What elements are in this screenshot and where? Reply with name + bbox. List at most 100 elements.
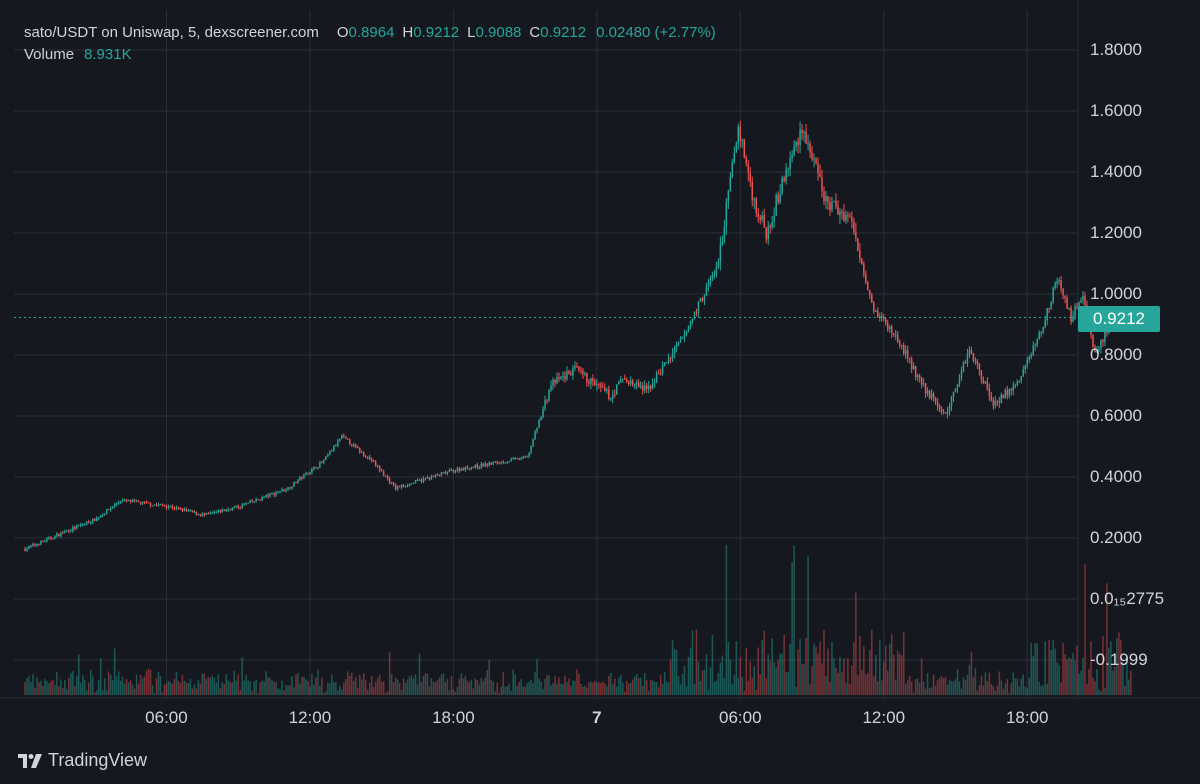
candle-body [1024,365,1026,370]
candle-body [105,509,108,514]
candle-body [430,475,433,480]
candle-body [143,501,146,503]
volume-bar [1090,641,1092,695]
volume-bar [394,677,397,695]
candle-body [339,438,341,441]
candle-body [968,350,971,355]
volume-bar [486,670,489,695]
volume-bar [576,669,578,695]
volume-bar [309,686,311,695]
candle-body [1026,359,1028,366]
candle-body [610,398,612,400]
volume-bar [1016,678,1019,695]
candle-body [295,481,297,484]
volume-label[interactable]: Volume [24,46,75,63]
volume-bar [715,680,718,695]
volume-bar [229,681,231,695]
candle-body [93,518,96,521]
candle-body [1062,288,1064,296]
candle-body [80,524,82,526]
volume-bar [940,675,943,695]
candle-body [908,358,911,360]
volume-bar [789,643,791,695]
y-tick-label: 0.2000 [1090,528,1142,547]
candle-body [873,302,875,312]
volume-bar [412,678,415,695]
volume-bar [936,679,939,695]
candle-body [1092,334,1094,347]
volume-bar [1036,643,1038,695]
candle-body [245,503,247,505]
volume-bar [347,671,349,695]
volume-bar [841,671,843,695]
volume-bar [390,674,393,695]
volume-value: 8.931K [84,46,132,63]
candle-body [74,527,76,529]
x-tick-label: 18:00 [1005,708,1049,727]
volume-bar [52,679,54,695]
candle-body [360,451,363,453]
volume-bar [163,684,166,695]
candle-body [918,375,921,378]
candle-body [745,157,748,164]
candle-body [249,500,251,503]
candle-body [243,504,245,506]
candle-body [699,298,702,302]
y-tick-label: -0.1999 [1090,650,1148,669]
volume-bar [873,676,875,695]
candle-body [1094,346,1096,353]
candle-body [528,452,530,457]
candle-body [958,378,961,385]
candle-body [932,393,935,398]
volume-bar [46,680,48,695]
close-value: 0.9212 [540,24,587,41]
volume-bar [245,675,247,695]
volume-bar [504,686,506,695]
volume-bar [580,683,582,695]
open-key: O [336,24,349,41]
volume-bar [952,681,955,695]
volume-bar [560,683,562,695]
volume-bar [618,677,620,695]
candle-body [337,440,339,446]
candle-body [90,522,92,524]
symbol-title[interactable]: sato/USDT on Uniswap, 5, dexscreener.com [24,24,319,41]
volume-bar [444,682,447,695]
volume-bar [283,690,285,695]
volume-bar [542,688,544,695]
volume-bar [1116,638,1118,695]
candle-body [1070,307,1072,323]
volume-bar [1008,692,1011,695]
y-tick-label: 1.4000 [1090,162,1142,181]
volume-bar [183,680,186,695]
tradingview-brand[interactable]: TradingView [18,750,147,771]
candle-body [522,456,524,459]
low-value: 0.9088 [475,24,522,41]
candle-body [743,139,746,158]
candle-body [998,401,1001,403]
candle-body [117,502,120,504]
candle-body [817,163,819,173]
volume-bar [855,592,857,695]
candle-body [855,231,857,239]
candle-body [556,377,558,384]
volume-bar [78,654,80,695]
volume-bar [932,674,935,695]
candle-body [757,213,759,218]
candle-body [211,512,214,514]
volume-bar [930,687,933,695]
y-tick-label: 0.0₁₅2775 [1090,589,1165,608]
candle-body [1076,306,1078,308]
volume-bar [976,690,979,695]
volume-bar [982,685,985,695]
volume-bar [729,659,732,695]
candle-body [32,543,34,546]
candle-body [147,502,150,504]
candle-body [327,454,329,457]
candle-body [107,509,110,511]
candle-body [76,525,78,529]
candle-body [237,505,239,508]
volume-bar [1128,679,1130,695]
volume-bar [48,683,50,695]
